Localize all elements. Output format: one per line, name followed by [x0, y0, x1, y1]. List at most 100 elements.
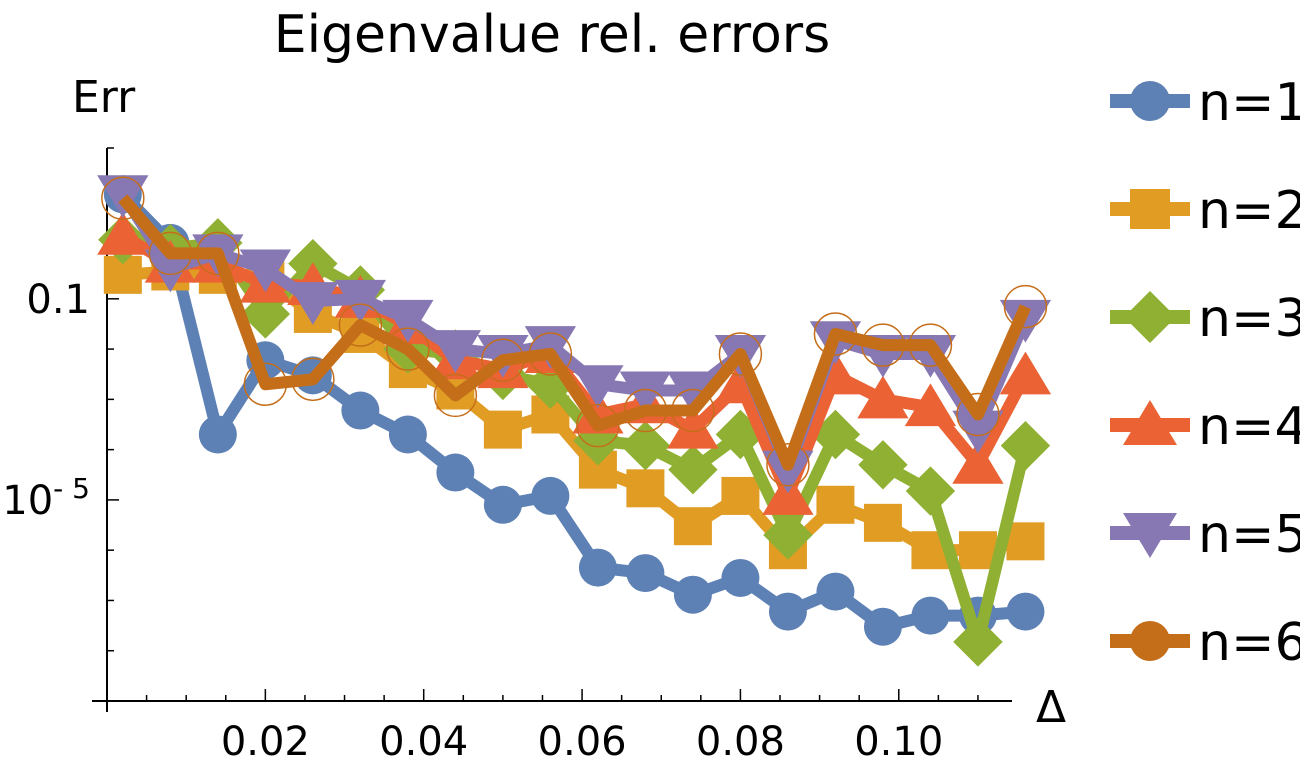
data-point: [148, 231, 193, 276]
data-point: [952, 410, 1004, 454]
legend-marker: [1123, 400, 1177, 445]
legend-marker: [1123, 513, 1177, 558]
data-point: [813, 312, 858, 356]
data-point: [386, 327, 430, 371]
data-point: [97, 175, 149, 219]
legend: n=1 n=2 n=3 n=4 n=5 n=6: [1110, 73, 1300, 673]
legend-item: n=2: [1110, 181, 1300, 241]
data-point: [481, 338, 525, 382]
data-point: [144, 249, 196, 293]
data-point: [721, 476, 760, 515]
data-point: [721, 558, 760, 597]
data-point: [766, 443, 810, 487]
data-point: [338, 303, 383, 347]
data-point: [101, 176, 145, 221]
y-tick-label: 10- 5: [2, 472, 90, 524]
data-point: [382, 299, 434, 343]
legend-marker: [1130, 81, 1170, 121]
data-point: [243, 362, 288, 406]
data-point: [958, 531, 997, 570]
data-point: [863, 503, 902, 542]
series-n=3: [98, 214, 1051, 667]
y-tick-base: 10: [2, 478, 53, 524]
legend-label: n=3: [1198, 289, 1300, 349]
data-point: [908, 323, 953, 367]
data-point: [626, 469, 665, 508]
data-point: [673, 507, 712, 546]
data-point: [952, 441, 1004, 484]
series-line: [117, 191, 1031, 476]
data-point: [531, 476, 570, 515]
legend-label: n=2: [1198, 181, 1300, 241]
y-tick-label: 0.1: [26, 277, 90, 323]
data-point: [816, 572, 855, 611]
data-point: [861, 323, 905, 367]
legend-marker: [1130, 189, 1170, 229]
x-tick-label: 0.04: [379, 719, 468, 763]
series-n=1: [103, 175, 1045, 646]
data-point: [762, 472, 814, 515]
data-point: [97, 211, 149, 255]
data-point: [620, 420, 671, 471]
data-point: [341, 391, 380, 430]
data-point: [953, 617, 1003, 667]
legend-label: n=4: [1198, 397, 1300, 457]
data-point: [388, 415, 427, 454]
legend-label: n=1: [1198, 73, 1300, 133]
data-point: [623, 388, 668, 433]
x-tick-label: 0.08: [696, 719, 785, 763]
data-point: [1003, 284, 1048, 329]
legend-item: n=3: [1110, 289, 1300, 349]
data-point: [578, 548, 617, 587]
x-axis-label: Δ: [1036, 682, 1066, 733]
data-point: [525, 359, 576, 409]
data-point: [911, 596, 950, 635]
data-point: [816, 485, 855, 524]
plot-area: [97, 175, 1052, 667]
data-point: [667, 371, 719, 415]
x-tick-label: 0.06: [538, 719, 627, 763]
data-point: [239, 249, 292, 293]
data-point: [1000, 420, 1051, 471]
data-point: [572, 365, 624, 408]
x-tick-label: 0.02: [221, 719, 310, 763]
legend-label: n=6: [1198, 613, 1300, 673]
y-ticks: 0.1 10- 5: [2, 147, 119, 702]
data-point: [718, 332, 763, 376]
data-point: [768, 592, 807, 631]
data-point: [576, 403, 620, 448]
data-point: [429, 330, 482, 373]
data-point: [198, 415, 237, 454]
data-point: [619, 371, 672, 415]
chart-title: Eigenvalue rel. errors: [274, 5, 831, 65]
x-ticks: 0.02 0.04 0.06 0.08 0.10: [145, 689, 979, 763]
series-n=6: [101, 176, 1048, 487]
legend-item: n=4: [1110, 397, 1300, 457]
data-point: [287, 282, 339, 325]
data-point: [905, 466, 956, 516]
data-point: [626, 554, 665, 593]
data-point: [334, 279, 387, 323]
x-tick-label: 0.10: [854, 719, 943, 763]
legend-item: n=1: [1110, 73, 1300, 133]
data-point: [196, 231, 240, 276]
data-point: [715, 409, 766, 460]
y-axis-label: Err: [72, 72, 136, 123]
data-point: [668, 444, 718, 495]
legend-item: n=6: [1110, 613, 1300, 673]
data-point: [857, 375, 909, 419]
data-point: [673, 575, 712, 614]
data-point: [483, 410, 522, 449]
data-point: [1006, 522, 1045, 561]
data-point: [762, 450, 814, 494]
legend-marker: [1130, 621, 1170, 661]
data-point: [436, 453, 475, 492]
data-point: [858, 440, 908, 490]
axes: 0.02 0.04 0.06 0.08 0.10 0.1 10- 5: [2, 147, 1012, 763]
data-point: [999, 351, 1052, 395]
data-point: [904, 383, 957, 427]
legend-label: n=5: [1198, 505, 1300, 565]
data-point: [956, 392, 1000, 437]
legend-marker: [1124, 291, 1176, 343]
